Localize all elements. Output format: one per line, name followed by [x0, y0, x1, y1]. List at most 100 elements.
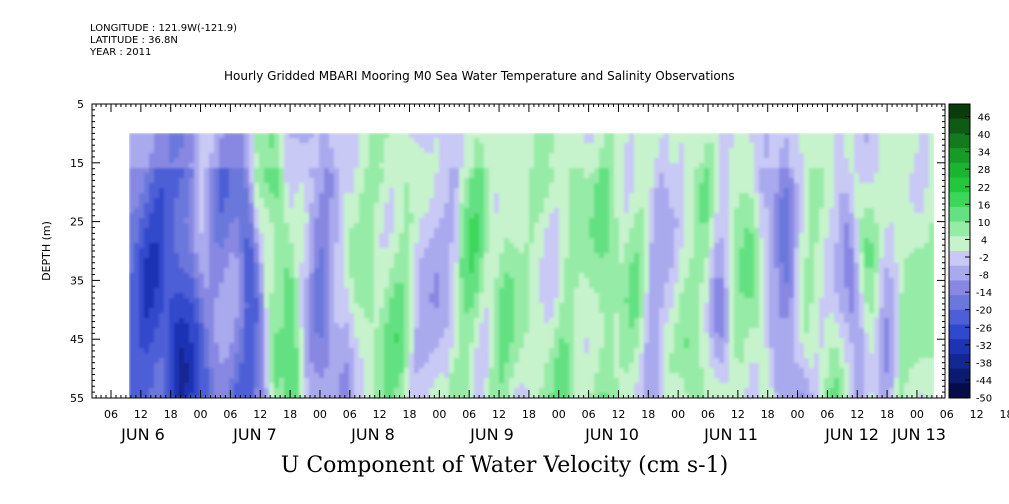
- heatmap-cell: [594, 153, 600, 159]
- heatmap-cell: [799, 213, 805, 219]
- heatmap-cell: [634, 278, 640, 284]
- heatmap-cell: [664, 283, 670, 289]
- heatmap-cell: [929, 163, 934, 169]
- heatmap-cell: [854, 238, 860, 244]
- heatmap-cell: [534, 173, 540, 179]
- heatmap-cell: [884, 193, 890, 199]
- heatmap-cell: [409, 278, 415, 284]
- heatmap-cell: [629, 203, 635, 209]
- heatmap-cell: [189, 233, 195, 239]
- heatmap-cell: [329, 148, 335, 154]
- heatmap-cell: [144, 153, 150, 159]
- heatmap-cell: [474, 228, 480, 234]
- heatmap-cell: [284, 258, 290, 264]
- heatmap-cell: [269, 193, 275, 199]
- heatmap-cell: [149, 258, 155, 264]
- heatmap-cell: [389, 203, 395, 209]
- heatmap-cell: [814, 193, 820, 199]
- heatmap-cell: [559, 268, 565, 274]
- heatmap-cell: [769, 228, 775, 234]
- heatmap-cell: [784, 158, 790, 164]
- heatmap-cell: [524, 263, 530, 269]
- heatmap-cell: [254, 278, 260, 284]
- heatmap-cell: [294, 218, 300, 224]
- heatmap-cell: [919, 233, 925, 239]
- heatmap-cell: [449, 133, 455, 139]
- heatmap-cell: [859, 283, 865, 289]
- heatmap-cell: [484, 253, 490, 259]
- heatmap-cell: [504, 203, 510, 209]
- heatmap-cell: [814, 263, 820, 269]
- heatmap-cell: [654, 163, 660, 169]
- heatmap-cell: [229, 228, 235, 234]
- heatmap-cell: [234, 238, 240, 244]
- heatmap-cell: [624, 168, 630, 174]
- heatmap-cell: [424, 268, 430, 274]
- heatmap-cell: [914, 158, 920, 164]
- heatmap-cell: [474, 273, 480, 279]
- heatmap-cell: [444, 138, 450, 144]
- heatmap-cell: [919, 213, 925, 219]
- heatmap-cell: [499, 268, 505, 274]
- heatmap-cell: [554, 188, 560, 194]
- heatmap-cell: [724, 208, 730, 214]
- heatmap-cell: [659, 273, 665, 279]
- heatmap-cell: [214, 188, 220, 194]
- heatmap-cell: [834, 193, 840, 199]
- heatmap-cell: [289, 213, 295, 219]
- heatmap-cell: [549, 268, 555, 274]
- heatmap-cell: [669, 213, 675, 219]
- heatmap-cell: [494, 248, 500, 254]
- heatmap-cell: [624, 143, 630, 149]
- heatmap-cell: [499, 158, 505, 164]
- heatmap-cell: [349, 283, 355, 289]
- heatmap-cell: [419, 173, 425, 179]
- heatmap-cell: [139, 228, 145, 234]
- heatmap-cell: [899, 243, 905, 249]
- heatmap-cell: [409, 258, 415, 264]
- heatmap-cell: [324, 268, 330, 274]
- heatmap-cell: [394, 148, 400, 154]
- heatmap-cell: [144, 223, 150, 229]
- heatmap-cell: [224, 218, 230, 224]
- heatmap-cell: [484, 193, 490, 199]
- heatmap-cell: [279, 158, 285, 164]
- heatmap-cell: [849, 163, 855, 169]
- heatmap-cell: [459, 253, 465, 259]
- heatmap-cell: [244, 223, 250, 229]
- heatmap-cell: [924, 218, 930, 224]
- heatmap-cell: [784, 193, 790, 199]
- heatmap-cell: [329, 173, 335, 179]
- heatmap-cell: [889, 248, 895, 254]
- heatmap-cell: [669, 153, 675, 159]
- heatmap-cell: [634, 283, 640, 289]
- heatmap-cell: [204, 188, 210, 194]
- heatmap-cell: [509, 168, 515, 174]
- heatmap-cell: [714, 148, 720, 154]
- heatmap-cell: [439, 263, 445, 269]
- heatmap-cell: [749, 273, 755, 279]
- heatmap-cell: [424, 188, 430, 194]
- heatmap-cell: [809, 248, 815, 254]
- heatmap-cell: [919, 248, 925, 254]
- heatmap-cell: [454, 138, 460, 144]
- heatmap-cell: [849, 238, 855, 244]
- heatmap-cell: [144, 268, 150, 274]
- heatmap-cell: [149, 203, 155, 209]
- heatmap-cell: [409, 248, 415, 254]
- heatmap-cell: [594, 233, 600, 239]
- heatmap-cell: [509, 273, 515, 279]
- heatmap-cell: [784, 233, 790, 239]
- heatmap-cell: [499, 283, 505, 289]
- heatmap-cell: [889, 198, 895, 204]
- heatmap-cell: [354, 148, 360, 154]
- heatmap-cell: [629, 248, 635, 254]
- heatmap-cell: [564, 133, 570, 139]
- heatmap-cell: [754, 253, 760, 259]
- heatmap-cell: [864, 218, 870, 224]
- heatmap-cell: [204, 168, 210, 174]
- heatmap-cell: [364, 183, 370, 189]
- heatmap-cell: [759, 278, 765, 284]
- heatmap-cell: [609, 153, 615, 159]
- heatmap-cell: [339, 253, 345, 259]
